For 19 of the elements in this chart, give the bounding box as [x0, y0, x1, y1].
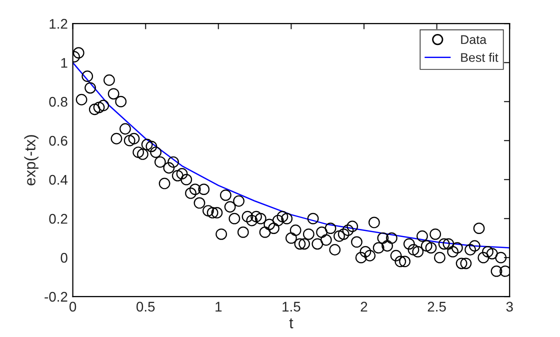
y-tick-label: 1 — [61, 58, 68, 68]
y-axis-title: exp(-tx) — [24, 135, 38, 186]
y-tick-label: 0.4 — [49, 174, 68, 185]
x-tick-label: 0.5 — [136, 302, 155, 312]
y-tick-label: 0.6 — [49, 136, 68, 146]
y-tick-label: 0.8 — [49, 96, 68, 107]
y-tick-label: 1.2 — [50, 18, 68, 29]
x-tick-label: 1 — [216, 302, 222, 312]
y-tick-label: -0.2 — [44, 292, 68, 302]
legend-label: Best fit — [461, 52, 498, 62]
x-tick-label: 3 — [506, 302, 513, 312]
x-axis-title: t — [289, 318, 294, 328]
x-tick-label: 2 — [360, 302, 368, 312]
y-tick-label: 0 — [60, 252, 68, 263]
x-tick-label: 1.5 — [282, 302, 300, 312]
x-tick-label: 0 — [69, 302, 76, 312]
x-tick-label: 2.5 — [428, 302, 446, 312]
y-tick-label: 0.2 — [49, 214, 68, 224]
legend-label: Data — [461, 35, 487, 44]
